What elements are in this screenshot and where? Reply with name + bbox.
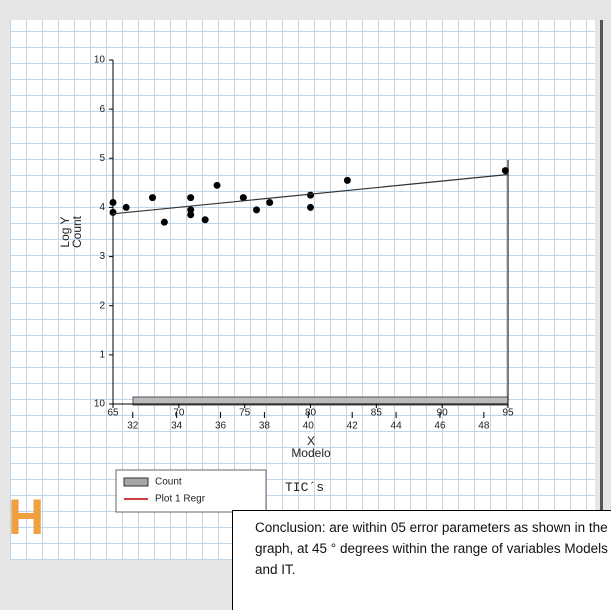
x2-tick-label: 32 <box>127 421 139 432</box>
x2-tick-label: 44 <box>391 421 403 432</box>
x2-tick-label: 48 <box>478 421 490 432</box>
x2-tick-label: 46 <box>434 421 446 432</box>
x2-tick-label: 36 <box>215 421 227 432</box>
y-tick-label: 2 <box>99 300 105 311</box>
x2-tick-label: 38 <box>259 421 271 432</box>
y-tick-label: 10 <box>94 55 106 66</box>
y-tick-label: 1 <box>99 349 105 360</box>
point <box>307 203 314 211</box>
legend-label: Plot 1 Regr <box>155 494 206 505</box>
graph-paper <box>10 20 595 560</box>
point <box>213 181 221 189</box>
legend-swatch <box>123 477 149 487</box>
letter: H <box>8 489 45 545</box>
point <box>343 176 351 184</box>
x2-tick-label: 40 <box>303 421 315 432</box>
legend-label: Count <box>155 477 182 488</box>
x-tick-label: 70 <box>173 408 185 419</box>
y-tick-label: 3 <box>99 251 105 262</box>
x-tick-label: 85 <box>371 408 383 419</box>
x-axis-label: X <box>307 434 315 448</box>
divider <box>600 20 603 610</box>
x-tick-label: 95 <box>502 408 514 419</box>
conclusion: Conclusion: are within 05 error paramete… <box>232 510 611 610</box>
point <box>501 167 509 175</box>
x-tick-label: 90 <box>437 408 449 419</box>
regression-line <box>112 173 509 215</box>
x-tick-label: 75 <box>239 408 251 419</box>
y-tick-label: 4 <box>99 202 105 213</box>
y-tick-label: 5 <box>99 153 105 164</box>
point <box>239 194 247 202</box>
y-axis-label: Count <box>70 215 84 248</box>
point <box>122 203 130 211</box>
x2-tick-label: 42 <box>347 421 359 432</box>
point <box>307 191 314 199</box>
point <box>187 211 195 219</box>
x2-tick-label: 34 <box>171 421 183 432</box>
point <box>266 199 274 207</box>
point <box>253 206 261 214</box>
legend <box>115 469 267 513</box>
caption: TIC´s <box>285 480 325 495</box>
point <box>160 218 168 226</box>
point <box>187 206 195 214</box>
y-axis-label: Log Y <box>58 216 72 247</box>
point <box>187 194 195 202</box>
point <box>109 208 117 216</box>
y-tick-label: 6 <box>99 104 105 115</box>
y-tick-label: 10 <box>94 399 106 410</box>
point <box>109 199 117 207</box>
point <box>149 194 156 202</box>
point <box>201 216 209 224</box>
x-axis-label: Modelo <box>291 446 331 460</box>
x-tick-label: 65 <box>107 408 119 419</box>
x-tick-label: 80 <box>305 408 317 419</box>
